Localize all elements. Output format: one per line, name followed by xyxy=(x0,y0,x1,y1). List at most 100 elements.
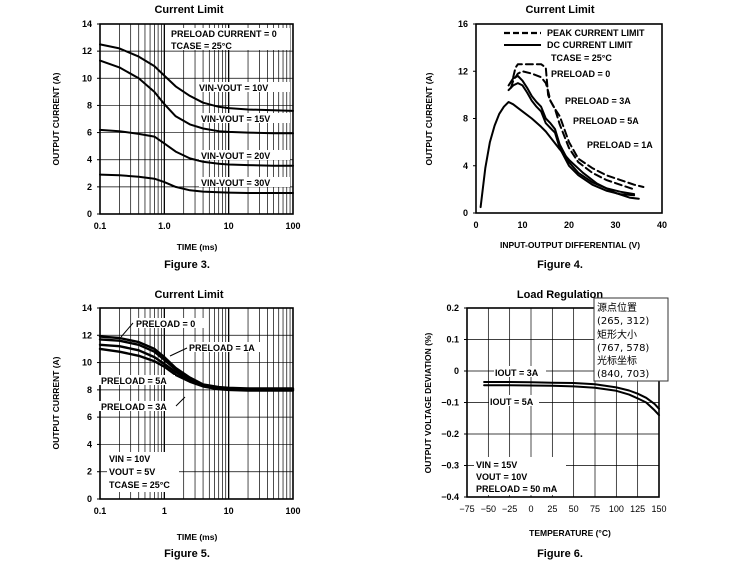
fig3-x-tick-label: 0.1 xyxy=(94,221,107,231)
fig5-y-tick-label: 4 xyxy=(87,439,92,449)
fig6-x-tick-label: 75 xyxy=(590,504,600,514)
fig3-x-tick-label: 10 xyxy=(224,221,234,231)
fig4-y-tick-label: 16 xyxy=(458,19,468,29)
fig3-label-bg xyxy=(197,82,290,92)
fig3-series-0-line xyxy=(99,43,294,112)
fig3-series-3-line xyxy=(99,173,294,194)
fig5-x-tick-label: 100 xyxy=(285,506,300,516)
fig3-y-tick-label: 4 xyxy=(87,155,92,165)
fig3-x-axis-label: TIME (ms) xyxy=(177,242,218,252)
fig6-x-axis-label: TEMPERATURE (°C) xyxy=(529,528,611,538)
fig6-series-1-line xyxy=(483,384,660,417)
fig6-condition-vout: VOUT = 10V xyxy=(476,472,527,482)
fig5-y-tick-label: 0 xyxy=(87,494,92,504)
fig6-y-tick-label: −0.3 xyxy=(441,461,459,471)
chart-fig6: Load Regulation 0.20.10−0.1−0.2−0.3−0.4 … xyxy=(423,289,667,560)
fig5-x-tick-label: 10 xyxy=(224,506,234,516)
fig5-condition-vin: VIN = 10V xyxy=(109,454,150,464)
fig3-x-ticks: 0.1 1.0 10 100 xyxy=(94,221,301,231)
fig6-y-tick-label: −0.1 xyxy=(441,398,459,408)
fig4-y-axis-label: OUTPUT CURRENT (A) xyxy=(424,72,434,165)
fig5-label-bg xyxy=(99,401,175,411)
fig6-series-0-line xyxy=(483,381,660,410)
chart-fig4: Current Limit 0 4 8 12 16 0 10 20 30 40 OUTPUT C… xyxy=(424,4,667,271)
fig6-label-iout-3a: IOUT = 3A xyxy=(495,368,539,378)
fig6-label-bg xyxy=(494,366,546,377)
fig5-y-tick-label: 2 xyxy=(87,467,92,477)
fig3-label-30v: VIN-VOUT = 30V xyxy=(201,178,270,188)
fig3-y-tick-label: 2 xyxy=(87,182,92,192)
fig4-y-tick-label: 4 xyxy=(463,161,468,171)
fig3-condition-tcase: TCASE = 25°C xyxy=(171,41,232,51)
fig3-series-2-line xyxy=(99,128,294,167)
chart-fig3: Current Limit 0 2 4 6 8 10 12 14 0.1 1.0 10 100 OU… xyxy=(51,4,301,271)
fig5-y-tick-label: 10 xyxy=(82,358,92,368)
fig5-x-tick-label: 1 xyxy=(162,506,167,516)
fig6-y-tick-label: −0.4 xyxy=(441,492,459,502)
fig5-label-bg xyxy=(187,342,263,352)
fig6-x-tick-label: −25 xyxy=(502,504,517,514)
fig4-x-axis-label: INPUT-OUTPUT DIFFERENTIAL (V) xyxy=(500,240,640,250)
fig6-x-tick-label: 125 xyxy=(630,504,645,514)
fig6-label-bg xyxy=(489,395,539,406)
fig3-label-bg xyxy=(199,113,290,123)
fig5-condition-vout: VOUT = 5V xyxy=(109,467,155,477)
fig5-y-tick-label: 14 xyxy=(82,303,92,313)
fig6-figure-label: Figure 6. xyxy=(537,548,583,560)
fig3-y-tick-label: 0 xyxy=(87,209,92,219)
fig5-y-tick-label: 8 xyxy=(87,385,92,395)
fig4-title: Current Limit xyxy=(525,4,594,16)
fig5-label-bg xyxy=(99,375,175,385)
fig4-y-tick-label: 8 xyxy=(463,114,468,124)
fig6-condition-vin: VIN = 15V xyxy=(476,460,517,470)
fig3-conditions-bg xyxy=(168,28,290,50)
overlay-line: 光标坐标 xyxy=(597,354,637,367)
fig5-annot-preload-5a: PRELOAD = 5A xyxy=(101,376,167,386)
fig6-x-tick-label: 50 xyxy=(569,504,579,514)
fig5-x-ticks: 0.1 1 10 100 xyxy=(94,506,301,516)
fig6-title: Load Regulation xyxy=(517,289,603,301)
fig6-label-iout-5a: IOUT = 5A xyxy=(490,397,534,407)
fig4-annot-preload-3a: PRELOAD = 3A xyxy=(565,96,631,106)
fig5-label-bg xyxy=(134,318,204,328)
fig5-condition-tcase: TCASE = 25°C xyxy=(109,480,170,490)
fig4-series-2-line xyxy=(507,75,636,196)
fig4-x-tick-label: 30 xyxy=(610,220,620,230)
fig3-y-ticks: 0 2 4 6 8 10 12 14 xyxy=(82,19,100,219)
fig5-leader xyxy=(175,396,186,407)
fig3-curves xyxy=(99,43,294,194)
fig3-y-tick-label: 12 xyxy=(82,46,92,56)
overlay-line: (265, 312) xyxy=(597,316,649,327)
fig5-conditions-bg xyxy=(107,452,179,492)
fig5-title: Current Limit xyxy=(154,289,223,301)
fig3-y-tick-label: 8 xyxy=(87,100,92,110)
fig5-x-axis-label: TIME (ms) xyxy=(177,532,218,542)
fig4-x-tick-label: 40 xyxy=(657,220,667,230)
fig3-label-bg xyxy=(199,177,290,187)
fig3-y-tick-label: 6 xyxy=(87,128,92,138)
fig5-y-tick-label: 12 xyxy=(82,330,92,340)
overlay-line: 矩形大小 xyxy=(597,328,637,341)
fig6-x-tick-label: −50 xyxy=(481,504,496,514)
fig5-y-tick-label: 6 xyxy=(87,412,92,422)
fig4-annot-preload-0: PRELOAD = 0 xyxy=(551,69,610,79)
fig6-x-tick-label: 150 xyxy=(651,504,666,514)
fig3-title: Current Limit xyxy=(154,4,223,16)
fig3-series-1-line xyxy=(99,59,294,135)
fig5-leader xyxy=(120,322,134,338)
fig3-label-10v: VIN-VOUT = 10V xyxy=(199,83,268,93)
fig6-x-ticks: −75 −50 −25 0 25 50 75 100 125 150 xyxy=(459,504,666,514)
fig3-plot-frame xyxy=(99,23,294,215)
fig6-x-tick-label: −75 xyxy=(459,504,474,514)
fig5-annot-preload-0: PRELOAD = 0 xyxy=(136,319,195,329)
fig5-x-tick-label: 0.1 xyxy=(94,506,107,516)
fig3-label-bg xyxy=(199,150,290,160)
fig6-y-tick-label: 0.2 xyxy=(446,303,459,313)
fig6-x-tick-label: 0 xyxy=(528,504,533,514)
fig4-y-ticks: 0 4 8 12 16 xyxy=(458,19,476,218)
fig6-y-tick-label: 0 xyxy=(454,366,459,376)
fig4-legend-dc: DC CURRENT LIMIT xyxy=(547,40,633,50)
fig6-x-tick-label: 25 xyxy=(547,504,557,514)
overlay-line: (840, 703) xyxy=(597,369,649,380)
